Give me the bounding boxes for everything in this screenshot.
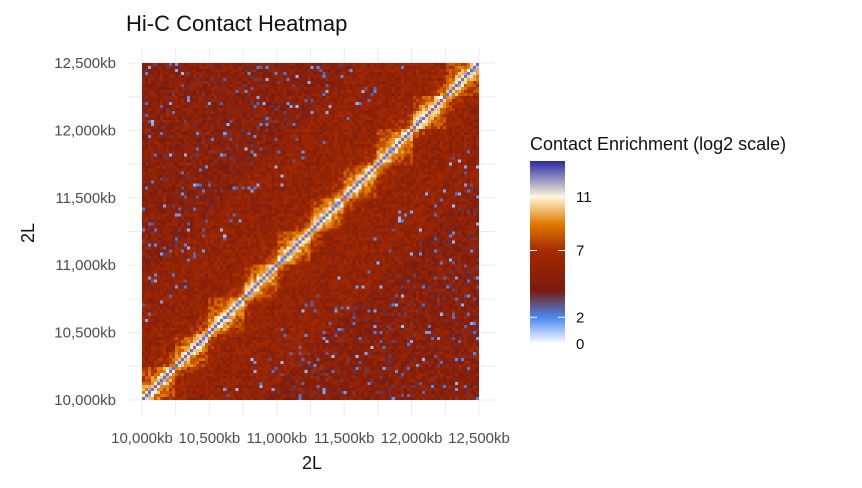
legend-layer: 0 2 7 11 [530,161,592,353]
y-tick-label: 10,500kb [54,325,116,342]
chart-title: Hi-C Contact Heatmap [126,11,347,36]
x-tick-label: 11,000kb [246,430,307,447]
x-axis-title: 2L [302,453,322,473]
y-tick-label: 12,500kb [54,55,116,72]
x-tick-label: 11,500kb [314,430,375,447]
heatmap-layer [142,63,479,400]
y-tick-label: 11,500kb [55,190,116,207]
y-axis-title: 2L [18,223,38,243]
axis-layer: 10,000kb 10,000kb 10,500kb 10,500kb 11,000kb… [54,55,510,447]
legend-colorbar [530,161,565,344]
y-tick-label: 12,000kb [54,122,116,139]
x-tick-label: 12,000kb [381,430,443,447]
legend-tick-label: 11 [576,189,592,206]
y-tick-label: 11,000kb [55,257,116,274]
legend-tick-label: 2 [576,309,584,326]
x-tick-label: 10,500kb [179,430,241,447]
y-tick-label: 10,000kb [54,392,116,409]
legend-title: Contact Enrichment (log2 scale) [530,134,786,154]
legend-tick-label: 0 [576,336,584,353]
x-tick-label: 12,500kb [448,430,510,447]
heatmap-cells [142,63,479,400]
legend-tick-label: 7 [576,242,584,259]
x-tick-label: 10,000kb [111,430,173,447]
